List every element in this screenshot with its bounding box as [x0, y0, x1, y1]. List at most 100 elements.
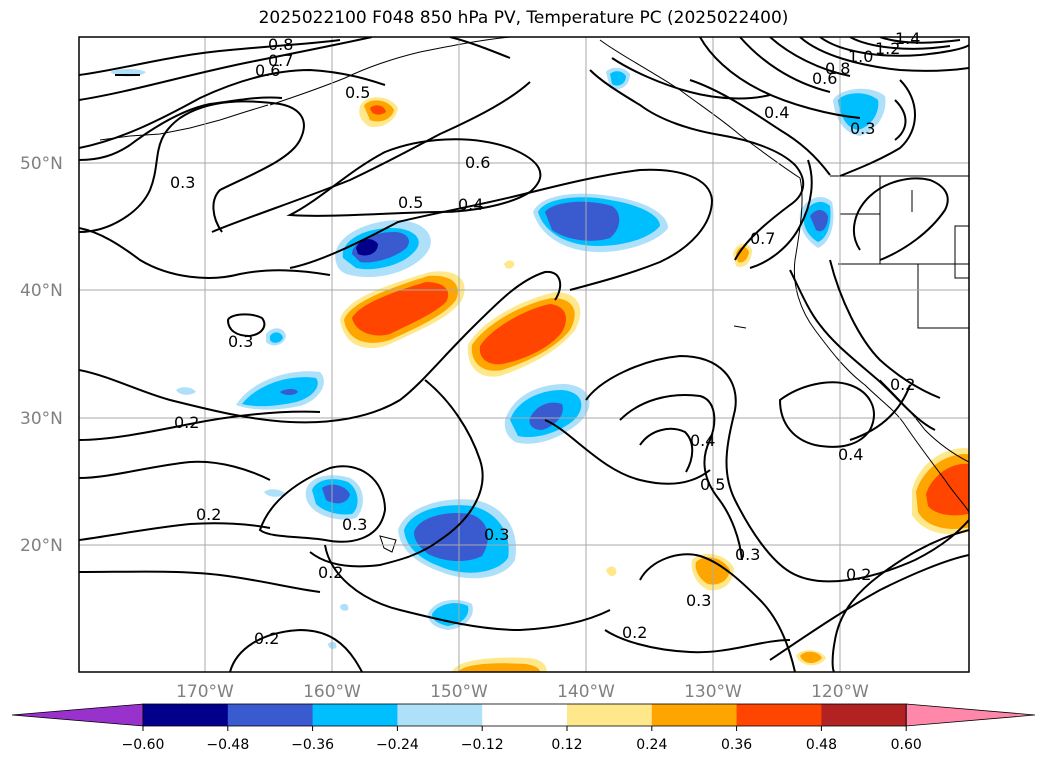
contour-label: 0.6	[812, 69, 837, 88]
warm-anomaly-blob	[736, 246, 749, 263]
lat-label: 50°N	[20, 154, 63, 174]
contour-label: 0.3	[735, 545, 760, 564]
contour-label: 0.4	[838, 445, 863, 464]
lat-label: 20°N	[20, 536, 63, 556]
pv-contour	[769, 37, 851, 77]
warm-anomaly-blob	[458, 663, 540, 672]
colorbar-extension-high	[905, 703, 1036, 727]
pv-contour	[689, 79, 831, 176]
colorbar-segment	[482, 704, 568, 726]
pv-contours	[79, 37, 969, 672]
pv-contour	[778, 381, 875, 448]
contour-label: 0.2	[196, 505, 221, 524]
contour-label: 0.2	[318, 563, 343, 582]
pv-contour	[286, 138, 542, 217]
contour-label: 0.3	[170, 173, 195, 192]
pv-contour	[79, 270, 562, 424]
temperature-shading	[110, 67, 969, 672]
contour-label: 0.3	[342, 515, 367, 534]
warm-anomaly-blob	[479, 304, 566, 365]
lon-label: 130°W	[684, 682, 742, 702]
colorbar-segment	[397, 704, 483, 726]
colorbar-tick-label: −0.60	[122, 737, 165, 753]
warm-anomaly-blob	[370, 105, 386, 115]
warm-anomaly-blob	[926, 463, 969, 516]
pv-contour	[79, 96, 283, 161]
colorbar-outline	[142, 703, 907, 727]
lon-label: 170°W	[176, 682, 234, 702]
gridlines	[79, 37, 969, 672]
contour-label: 0.3	[850, 119, 875, 138]
pv-contour	[749, 159, 813, 269]
cold-anomaly-blob	[529, 402, 563, 430]
contour-label: 0.6	[465, 153, 490, 172]
contour-label: 0.4	[458, 195, 483, 214]
colorbar-tick-label: 0.36	[721, 737, 752, 753]
colorbar-tick-label: −0.36	[291, 737, 334, 753]
hawaii-islands	[379, 535, 397, 553]
pv-contour	[639, 427, 694, 473]
pv-contour	[639, 553, 796, 672]
pv-contour	[79, 100, 305, 233]
colorbar-tick-label: −0.24	[376, 737, 419, 753]
cold-anomaly-blob	[322, 484, 350, 504]
pv-contour	[79, 227, 331, 279]
pv-contour	[589, 69, 805, 261]
cold-anomaly-blob	[340, 603, 349, 611]
pv-contour	[289, 168, 714, 291]
cold-anomaly-blob	[356, 239, 378, 256]
pv-contour	[611, 57, 771, 100]
state-border	[917, 264, 969, 329]
contour-label: 0.6	[255, 61, 280, 80]
contour-label: 0.2	[174, 413, 199, 432]
cold-anomaly-blob	[414, 512, 488, 562]
pv-contour	[449, 37, 511, 59]
colorbar-tick-label: 0.24	[636, 737, 667, 753]
pv-contour	[309, 379, 484, 568]
contour-label: 1.0	[848, 47, 873, 66]
state-border	[954, 225, 969, 279]
colorbar-segment	[821, 704, 907, 726]
cold-anomaly-blob	[176, 387, 196, 395]
pv-contour	[79, 410, 321, 441]
pv-contour	[79, 570, 321, 593]
contour-label: 0.8	[268, 35, 293, 54]
contour-label: 1.4	[895, 29, 920, 48]
contour-label: 0.7	[268, 51, 293, 70]
contour-label: 0.2	[890, 375, 915, 394]
colorbar-tick-label: 0.12	[551, 737, 582, 753]
contour-label: 0.4	[690, 431, 715, 450]
pv-contour	[849, 384, 911, 441]
colorbar-segment	[567, 704, 653, 726]
cold-anomaly-blob	[838, 93, 879, 130]
warm-anomaly-blob	[352, 282, 449, 336]
contour-labels: 0.8 0.7 0.6 0.5 0.3 0.6 0.5 0.4 0.4 0.3 …	[170, 29, 920, 648]
pv-contour	[819, 37, 969, 57]
colorbar-tick-label: 0.60	[891, 737, 922, 753]
baja-california	[904, 424, 969, 513]
colorbar-tick-label: −0.48	[206, 737, 249, 753]
plot-border	[78, 36, 970, 673]
pv-contour	[79, 460, 271, 481]
latitude-labels: 50°N 40°N 30°N 20°N	[20, 154, 63, 556]
warm-anomaly-blob	[606, 566, 617, 577]
lon-label: 120°W	[811, 682, 869, 702]
bc-coast	[599, 39, 801, 179]
contour-label: 0.3	[686, 591, 711, 610]
pv-contour	[619, 394, 743, 561]
lon-label: 160°W	[303, 682, 361, 702]
pv-contour	[258, 465, 387, 543]
longitude-labels: 170°W 160°W 150°W 140°W 130°W 120°W	[176, 682, 869, 702]
pv-contour	[79, 39, 341, 76]
pv-contour	[879, 37, 961, 44]
pv-contour	[739, 37, 831, 93]
pv-contour	[229, 628, 363, 672]
contour-label: 0.5	[398, 193, 423, 212]
contour-label: 0.5	[345, 83, 370, 102]
colorbar-segment	[143, 704, 229, 726]
pv-contour	[79, 522, 271, 541]
pv-contour	[852, 177, 949, 261]
pv-contour	[585, 354, 969, 583]
colorbar: −0.60 −0.48 −0.36 −0.24 −0.12 0.12 0.24 0.36 0.4…	[11, 703, 1036, 753]
